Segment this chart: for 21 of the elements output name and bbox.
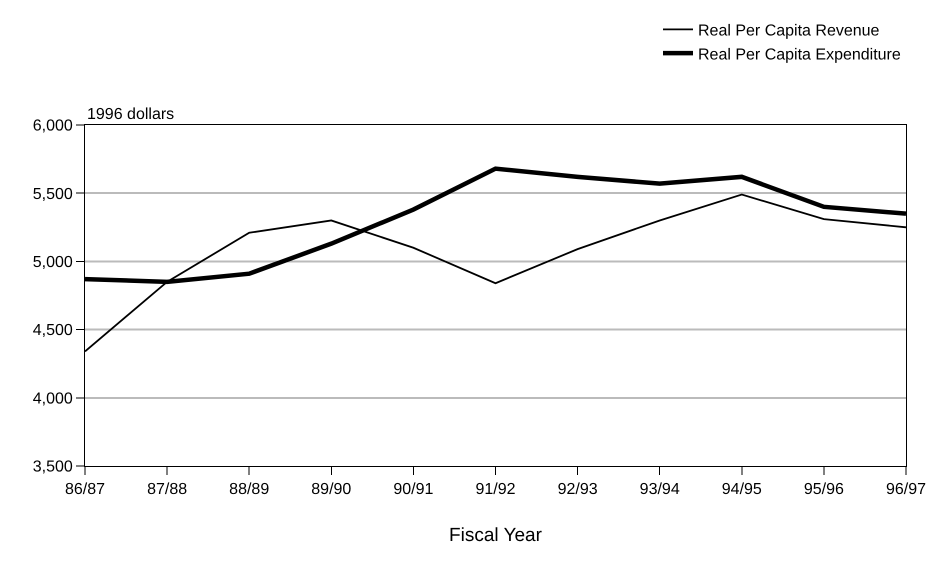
y-tick-label: 4,500 (32, 322, 73, 340)
legend-label: Real Per Capita Expenditure (698, 46, 901, 64)
y-tick-label: 5,000 (32, 254, 73, 271)
x-tick-label: 94/95 (722, 481, 762, 498)
x-tick-label: 91/92 (475, 481, 516, 498)
y-tick-label: 6,000 (32, 118, 73, 135)
x-tick-label: 93/94 (640, 481, 680, 498)
x-tick-label: 92/93 (558, 481, 598, 498)
y-tick-label: 3,500 (32, 458, 73, 476)
y-axis-title: 1996 dollars (87, 106, 174, 123)
legend-label: Real Per Capita Revenue (698, 22, 880, 40)
x-tick-label: 95/96 (804, 481, 844, 498)
x-tick-label: 88/89 (229, 481, 270, 498)
x-tick-label: 90/91 (393, 481, 434, 498)
x-tick-label: 89/90 (311, 481, 352, 498)
x-tick-label: 87/88 (147, 481, 188, 498)
y-tick-label: 5,500 (32, 186, 73, 203)
y-tick-label: 4,000 (32, 390, 73, 408)
x-axis-title: Fiscal Year (449, 525, 543, 546)
x-tick-label: 86/87 (64, 481, 106, 498)
x-tick-label: 96/97 (886, 481, 926, 498)
